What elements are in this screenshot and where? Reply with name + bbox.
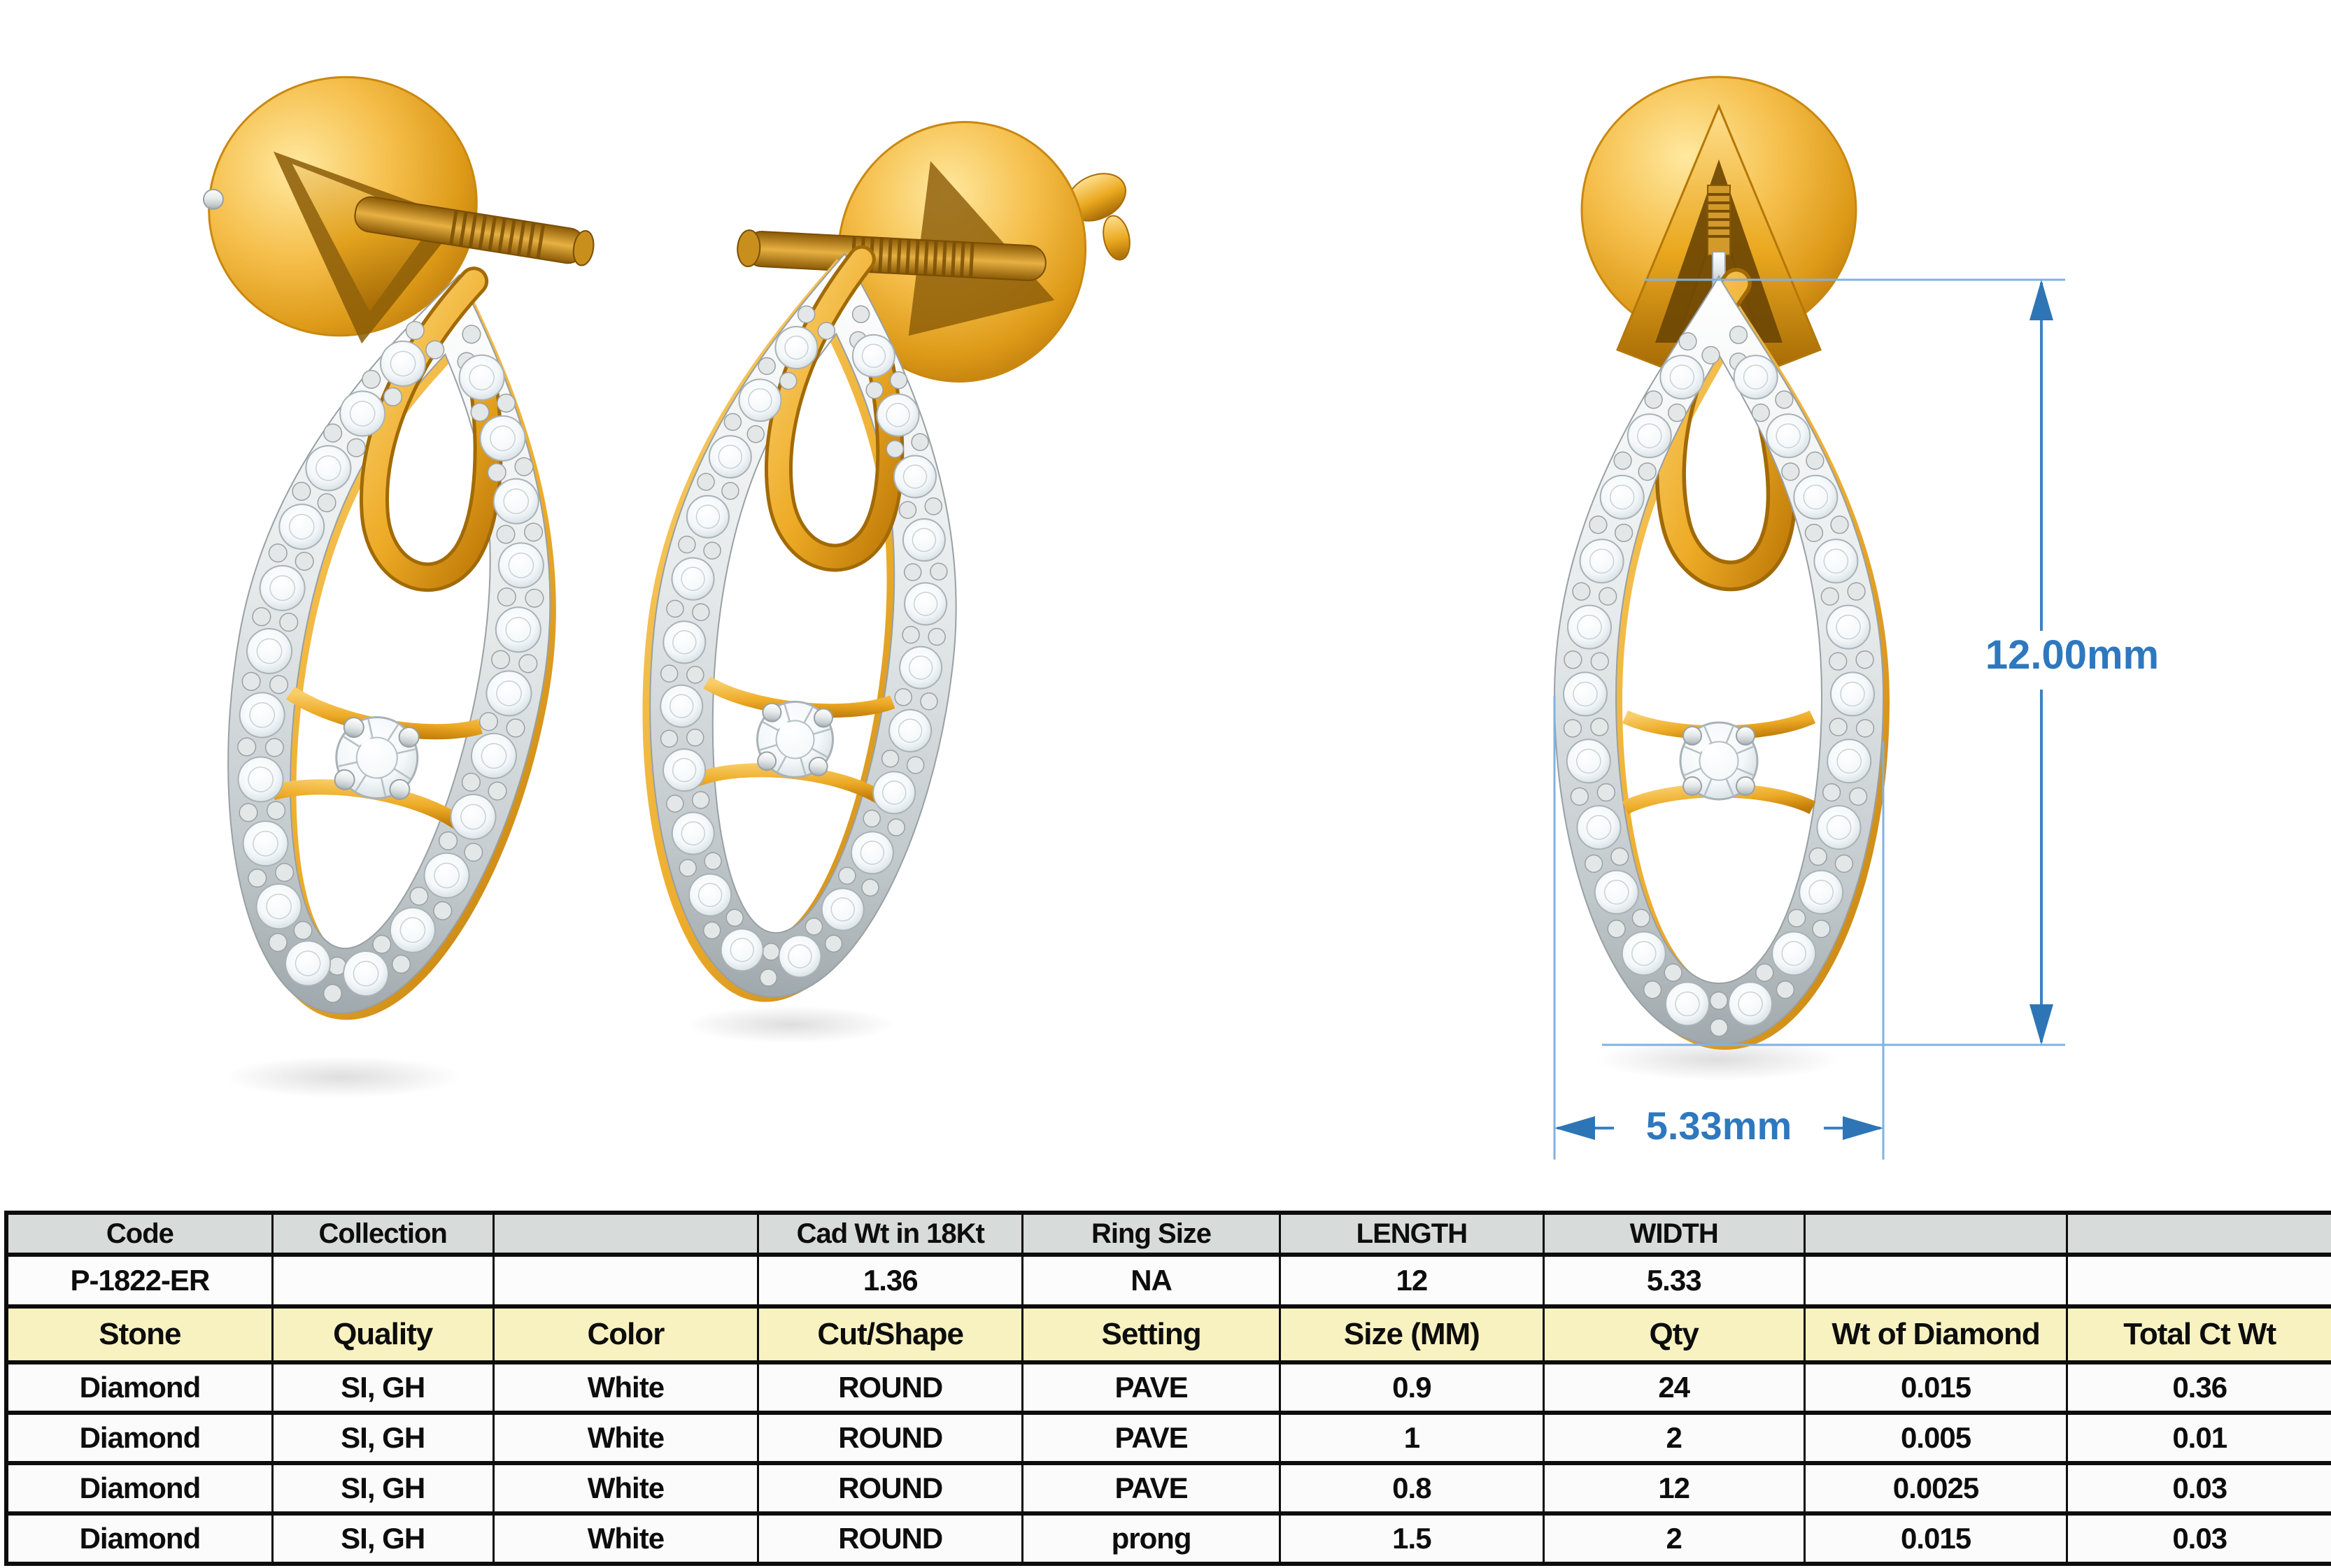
table-cell: ROUND [759,1364,1024,1411]
earring-render-front-view [1553,76,1890,1081]
butterfly-clutch [1103,215,1131,261]
table-cell: 2 [1545,1415,1806,1461]
table-cell [495,1257,760,1304]
table-cell: 1.36 [759,1257,1024,1304]
table-cell: PAVE [1023,1465,1281,1511]
earring-render-back-view [203,76,595,1098]
table-cell: Code [8,1215,274,1253]
arrow-up-icon [2029,280,2053,320]
arrow-right-icon [1843,1116,1883,1140]
table-cell: 0.8 [1281,1465,1545,1511]
table-cell: Collection [274,1215,495,1253]
table-cell: PAVE [1023,1415,1281,1461]
pave-diamonds [1563,325,1875,1037]
screw-post [737,229,1047,282]
table-cell: 0.03 [2172,1471,2227,1504]
table-cell: ROUND [759,1415,1024,1461]
table-cell: 0.01 [2172,1421,2227,1454]
table-cell: 0.0025 [1806,1465,2069,1511]
screw-pin-tip [203,189,224,210]
table-cell: Stone [8,1309,274,1360]
table-cell [274,1257,495,1304]
diamond-facets [338,719,416,797]
pave-teardrop-hoop [642,245,957,1002]
table-cell: Ring Size [1023,1215,1281,1253]
stone-row: Diamond SI, GH White ROUND PAVE 0.9 24 0… [8,1364,2331,1415]
width-dimension-label: 5.33mm [1614,1106,1824,1146]
stone-header-row: Stone Quality Color Cut/Shape Setting Si… [8,1309,2331,1364]
table-cell: PAVE [1023,1364,1281,1411]
table-cell: SI, GH [274,1516,495,1562]
drop-shadow [224,1056,462,1098]
stud-back-disc [208,76,478,344]
drop-shadow [686,1006,895,1043]
table-cell: Quality [274,1309,495,1360]
table-cell: 0.03 [2172,1522,2227,1555]
table-cell [2068,1215,2331,1253]
table-cell: Setting [1023,1309,1281,1360]
diamond-facets [759,704,831,775]
table-cell: LENGTH [1281,1215,1545,1253]
earring-render-side-view [642,121,1131,1043]
table-cell: ROUND [759,1465,1024,1511]
table-cell: 1.5 [1281,1516,1545,1562]
table-cell: Cad Wt in 18Kt [759,1215,1024,1253]
table-cell: Size (MM) [1281,1309,1545,1360]
table-cell: 24 [1545,1364,1806,1411]
table-cell [1806,1257,2069,1304]
table-cell: 12 [1281,1257,1545,1304]
table-cell: Diamond [8,1364,274,1411]
table-cell [1806,1215,2069,1253]
table-cell: White [495,1364,760,1411]
table-cell: 0.36 [2172,1371,2227,1404]
drop-shadow [1596,1039,1841,1081]
table-cell: White [495,1516,760,1562]
pave-diamonds [237,321,544,1004]
table-cell [2068,1257,2331,1304]
table-cell: SI, GH [274,1364,495,1411]
table-cell: Qty [1545,1309,1806,1360]
arrow-left-icon [1554,1116,1595,1140]
table-cell: 0.015 [1806,1516,2069,1562]
pave-diamonds [660,305,948,987]
stone-row: Diamond SI, GH White ROUND prong 1.5 2 0… [8,1516,2331,1562]
table-cell: Color [495,1309,760,1360]
table-cell: Cut/Shape [759,1309,1024,1360]
table-cell: 5.33 [1545,1257,1806,1304]
table-header-row: Code Collection Cad Wt in 18Kt Ring Size… [8,1215,2331,1257]
table-cell: prong [1023,1516,1281,1562]
product-code-cell: P-1822-ER [8,1257,274,1304]
table-cell: Diamond [8,1465,274,1511]
diamond-facets [1684,726,1754,796]
table-cell [495,1215,760,1253]
arrow-down-icon [2029,1004,2053,1045]
table-cell: 0.005 [1806,1415,2069,1461]
table-cell: White [495,1465,760,1511]
table-cell: 12 [1545,1465,1806,1511]
screw-post [354,196,595,266]
table-cell: 0.9 [1281,1364,1545,1411]
table-cell: Wt of Diamond [1806,1309,2069,1360]
stone-row: Diamond SI, GH White ROUND PAVE 1 2 0.00… [8,1415,2331,1465]
table-cell: 0.015 [1806,1364,2069,1411]
table-cell: WIDTH [1545,1215,1806,1253]
table-cell: Total Ct Wt [2123,1317,2276,1351]
spec-table: Code Collection Cad Wt in 18Kt Ring Size… [4,1211,2331,1566]
table-cell: SI, GH [274,1415,495,1461]
height-dimension-label: 12.00mm [1967,635,2177,676]
table-cell: 1 [1281,1415,1545,1461]
table-cell: Diamond [8,1516,274,1562]
product-row: P-1822-ER 1.36 NA 12 5.33 [8,1257,2331,1309]
table-cell: NA [1023,1257,1281,1304]
table-cell: 2 [1545,1516,1806,1562]
table-cell: SI, GH [274,1465,495,1511]
pave-teardrop-hoop [227,266,556,1020]
table-cell: Diamond [8,1415,274,1461]
stone-row: Diamond SI, GH White ROUND PAVE 0.8 12 0… [8,1465,2331,1516]
table-cell: ROUND [759,1516,1024,1562]
table-cell: White [495,1415,760,1461]
